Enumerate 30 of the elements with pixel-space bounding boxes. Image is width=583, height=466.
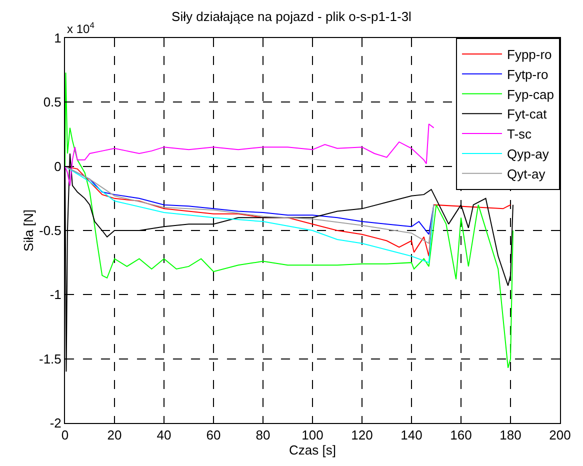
text: x 10$^{4}$ bbox=[67, 20, 95, 36]
legend-label: Fyp-cap bbox=[507, 86, 554, 102]
x-tick-label: 100 bbox=[302, 428, 324, 443]
y-tick-label: -1.5 bbox=[38, 351, 62, 366]
y-tick-label: 0.5 bbox=[43, 94, 62, 110]
x-tick-label: 200 bbox=[549, 428, 571, 443]
x-tick-label: 180 bbox=[500, 428, 522, 443]
x-tick-label: 60 bbox=[206, 428, 221, 443]
chart-title: Siły działające na pojazd - plik o-s-p1-1-3l bbox=[172, 8, 412, 24]
y-tick-label: -0.5 bbox=[38, 223, 62, 238]
x-tick-label: 20 bbox=[107, 428, 122, 443]
legend-label: Qyp-ay bbox=[507, 146, 550, 162]
legend-label: T-sc bbox=[507, 126, 532, 142]
x-tick-label: 120 bbox=[351, 428, 373, 443]
x-tick-label: 160 bbox=[450, 428, 472, 443]
y-tick-label: -1 bbox=[50, 287, 62, 302]
line-series bbox=[65, 166, 434, 264]
x-tick-label: 80 bbox=[256, 428, 270, 443]
legend-label: Qyt-ay bbox=[507, 166, 546, 182]
legend-label: Fytp-ro bbox=[507, 66, 548, 82]
legend-label: Fyt-cat bbox=[507, 106, 548, 122]
legend-label: Fypp-ro bbox=[507, 47, 552, 62]
y-axis-title: Siła [N] bbox=[20, 210, 36, 252]
y-tick-label: 0 bbox=[54, 158, 62, 174]
line-series bbox=[65, 123, 434, 186]
x-tick-label: 140 bbox=[400, 428, 422, 443]
y-tick-label: 1 bbox=[54, 30, 62, 46]
x-axis-title: Czas [s] bbox=[289, 442, 336, 458]
y-tick-label: -2 bbox=[50, 416, 62, 431]
x-tick-label: 40 bbox=[156, 428, 172, 443]
